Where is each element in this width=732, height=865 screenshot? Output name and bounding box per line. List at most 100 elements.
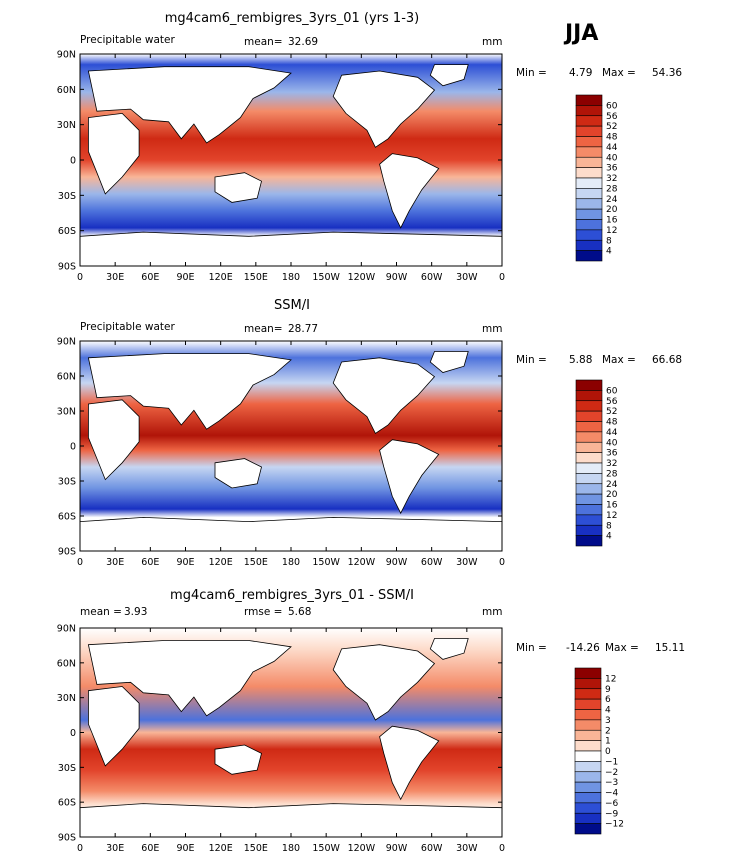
colorbar-label: 60 — [606, 101, 618, 111]
colorbar-box — [575, 535, 603, 547]
x-tick-label: 90W — [386, 272, 408, 283]
south-america-landmass — [379, 439, 440, 515]
colorbar-label: 12 — [606, 226, 617, 236]
colorbar-box — [575, 156, 603, 168]
panel-2-min-value: 5.88 — [569, 354, 592, 366]
panel-model: mg4cam6_rembigres_3yrs_01 (yrs 1-3) Prec… — [57, 11, 683, 283]
panel-3-continents — [79, 638, 503, 838]
y-tick-label: 30N — [57, 693, 76, 704]
panel-3-max-label: Max = — [605, 642, 639, 654]
colorbar-label: 36 — [606, 164, 618, 174]
north-america-landmass — [332, 70, 436, 148]
colorbar-label: 44 — [606, 143, 618, 153]
colorbar-box — [574, 719, 602, 731]
panel-1-stat-label: mean= — [244, 36, 283, 48]
colorbar-box — [575, 167, 603, 179]
colorbar-box — [575, 421, 603, 433]
y-tick-label: 60N — [57, 658, 76, 669]
x-tick-label: 150E — [244, 843, 268, 854]
colorbar-box — [575, 410, 603, 422]
colorbar-box — [574, 792, 602, 804]
colorbar-box — [575, 146, 603, 158]
y-tick-label: 30S — [58, 763, 76, 774]
y-tick-label: 60N — [57, 85, 76, 96]
colorbar-box — [574, 812, 602, 824]
x-tick-label: 120W — [348, 843, 376, 854]
panel-1-continents — [79, 64, 503, 267]
colorbar-label: 4 — [606, 247, 612, 257]
y-tick-label: 60S — [58, 512, 76, 523]
colorbar-label: 48 — [606, 418, 618, 428]
panel-diff: mg4cam6_rembigres_3yrs_01 - SSM/I mean =… — [57, 588, 685, 854]
panel-2-title: SSM/I — [274, 298, 310, 313]
colorbar-label: 56 — [606, 397, 618, 407]
x-tick-label: 60E — [141, 557, 159, 568]
panel-1-min-label: Min = — [516, 67, 547, 79]
colorbar-box — [574, 740, 602, 752]
north-america-landmass — [332, 357, 436, 434]
x-tick-label: 90E — [176, 843, 194, 854]
colorbar-box — [575, 105, 603, 117]
colorbar-box — [575, 400, 603, 412]
greenland-landmass — [429, 64, 469, 87]
colorbar-box — [574, 761, 602, 773]
y-tick-label: 0 — [70, 442, 76, 453]
colorbar-box — [575, 136, 603, 148]
colorbar-label: −6 — [605, 799, 619, 809]
colorbar-label: 8 — [606, 521, 612, 531]
colorbar-label: 20 — [606, 490, 618, 500]
panel-1-stat-value: 32.69 — [288, 36, 318, 48]
y-tick-label: 90S — [58, 547, 76, 558]
colorbar-box — [575, 524, 603, 536]
colorbar-label: 1 — [605, 737, 611, 747]
x-tick-label: 180 — [282, 843, 300, 854]
colorbar-box — [574, 750, 602, 762]
y-tick-label: 30N — [57, 407, 76, 418]
australia-landmass — [214, 744, 262, 775]
greenland-landmass — [429, 638, 469, 660]
x-tick-label: 30E — [106, 843, 124, 854]
colorbar-box — [575, 239, 603, 251]
panel-3-max-value: 15.11 — [655, 642, 685, 654]
colorbar-label: 24 — [606, 195, 618, 205]
x-tick-label: 30E — [106, 272, 124, 283]
x-tick-label: 60W — [421, 272, 443, 283]
y-tick-label: 30N — [57, 120, 76, 131]
x-tick-label: 0 — [499, 843, 505, 854]
panel-1-max-label: Max = — [602, 67, 636, 79]
colorbar-label: 28 — [606, 184, 618, 194]
colorbar-box — [574, 667, 602, 679]
colorbar-label: −9 — [605, 809, 619, 819]
colorbar-box — [575, 483, 603, 495]
panel-3-left-value: 3.93 — [124, 606, 147, 618]
y-tick-label: 90N — [57, 337, 76, 348]
x-tick-label: 120W — [348, 557, 376, 568]
panel-1-title: mg4cam6_rembigres_3yrs_01 (yrs 1-3) — [165, 11, 419, 26]
y-tick-label: 30S — [58, 191, 76, 202]
panel-2-stat-label: mean= — [244, 323, 283, 335]
panel-3-title: mg4cam6_rembigres_3yrs_01 - SSM/I — [170, 588, 414, 603]
colorbar-box — [575, 493, 603, 505]
africa-landmass — [88, 112, 140, 195]
panel-1-axes: 0 30E 60E 90E 120E 150E 180 150W 120W 90W 60W 30W 09… — [57, 50, 505, 284]
x-tick-label: 60W — [421, 557, 443, 568]
colorbar-box — [575, 441, 603, 453]
colorbar-box — [575, 125, 603, 137]
colorbar-box — [575, 390, 603, 402]
x-tick-label: 0 — [77, 272, 83, 283]
y-tick-label: 0 — [70, 728, 76, 739]
x-tick-label: 0 — [77, 557, 83, 568]
panel-2-max-label: Max = — [602, 354, 636, 366]
panel-obs: SSM/I Precipitable water mean= 28.77 mm … — [57, 298, 682, 568]
x-tick-label: 60E — [141, 843, 159, 854]
colorbar-box — [574, 771, 602, 783]
x-tick-label: 90W — [386, 843, 408, 854]
x-tick-label: 90E — [176, 272, 194, 283]
colorbar-label: −12 — [605, 820, 624, 830]
colorbar-box — [575, 250, 603, 262]
x-tick-label: 30W — [456, 557, 478, 568]
x-tick-label: 120E — [209, 272, 233, 283]
colorbar-box — [575, 94, 603, 106]
colorbar-label: 40 — [606, 438, 618, 448]
